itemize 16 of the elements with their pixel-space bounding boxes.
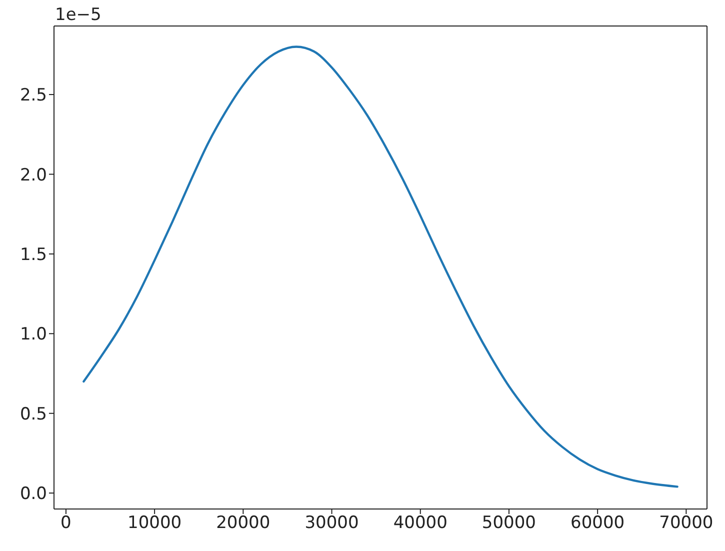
x-tick-label: 10000 <box>128 513 182 534</box>
x-tick-label: 30000 <box>304 513 359 534</box>
y-tick-label: 2.5 <box>20 86 47 106</box>
x-tick-label: 60000 <box>570 513 625 534</box>
y-tick-label: 1.0 <box>20 324 47 345</box>
text: 1e−5 <box>55 5 102 25</box>
x-tick-label: 40000 <box>393 513 448 534</box>
y-tick-label: 0.5 <box>20 404 47 424</box>
x-tick-label: 70000 <box>659 513 714 534</box>
x-tick-label: 50000 <box>482 513 536 534</box>
x-tick-label: 20000 <box>216 513 270 534</box>
y-tick-label: 2.0 <box>20 165 47 186</box>
y-tick-label: 1.5 <box>20 244 47 265</box>
y-tick-label: 0.0 <box>20 484 47 504</box>
line-series <box>82 46 678 488</box>
x-tick-label: 0 <box>60 513 72 534</box>
